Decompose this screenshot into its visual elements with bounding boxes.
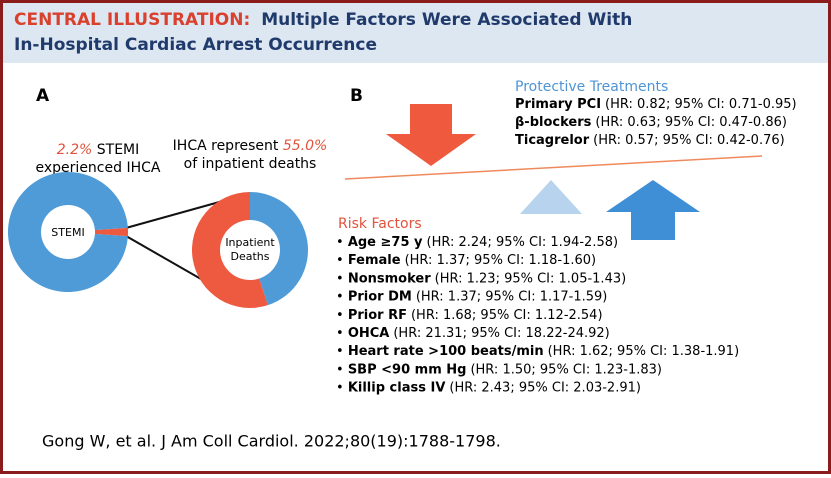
item-stat: (HR: 1.37; 95% CI: 1.18-1.60) — [405, 253, 597, 268]
list-item: • Female (HR: 1.37; 95% CI: 1.18-1.60) — [336, 253, 596, 268]
lists: Primary PCI (HR: 0.82; 95% CI: 0.71-0.95)… — [336, 97, 797, 396]
item-stat: (HR: 0.63; 95% CI: 0.47-0.86) — [595, 115, 787, 130]
donut-slice — [94, 227, 129, 237]
header: CENTRAL ILLUSTRATION: Multiple Factors W… — [14, 10, 632, 30]
item-stat: (HR: 2.24; 95% CI: 1.94-2.58) — [427, 235, 619, 250]
item-stat: (HR: 0.82; 95% CI: 0.71-0.95) — [605, 97, 797, 112]
item-stat: (HR: 0.57; 95% CI: 0.42-0.76) — [593, 133, 785, 148]
bullet: • — [336, 362, 348, 377]
item-name: Ticagrelor — [515, 133, 590, 148]
bullet: • — [336, 380, 348, 395]
item-name: SBP <90 mm Hg — [348, 362, 467, 377]
triangle — [520, 180, 582, 214]
bullet: • — [336, 326, 348, 341]
item-name: Nonsmoker — [348, 271, 431, 286]
stemi-caption: 2.2% STEMI — [57, 142, 140, 158]
header-label: CENTRAL ILLUSTRATION: — [14, 10, 250, 30]
bullet: • — [336, 307, 348, 322]
balance-line — [344, 155, 763, 180]
deaths-caption: IHCA represent 55.0% — [173, 138, 328, 154]
donut-rest — [250, 192, 309, 306]
donut-label: Inpatient — [225, 236, 275, 249]
list-item: • Prior RF (HR: 1.68; 95% CI: 1.12-2.54) — [336, 307, 603, 322]
deaths-text: IHCA represent — [173, 138, 279, 154]
item-stat: (HR: 1.37; 95% CI: 1.17-1.59) — [416, 289, 608, 304]
deaths-caption: of inpatient deaths — [184, 156, 317, 172]
down-arrow — [386, 104, 476, 166]
item-stat: (HR: 21.31; 95% CI: 18.22-24.92) — [393, 326, 609, 341]
item-stat: (HR: 1.62; 95% CI: 1.38-1.91) — [548, 344, 740, 359]
item-name: Prior DM — [348, 289, 412, 304]
item-stat: (HR: 1.68; 95% CI: 1.12-2.54) — [411, 307, 603, 322]
header-title: Multiple Factors Were Associated With — [261, 10, 632, 30]
panel-label: B — [350, 86, 363, 106]
up-arrow — [606, 180, 700, 240]
donut-slice — [192, 192, 268, 308]
list-item: • Age ≥75 y (HR: 2.24; 95% CI: 1.94-2.58) — [336, 235, 618, 250]
stemi-caption: experienced IHCA — [36, 160, 161, 176]
protective-title: Protective Treatments — [515, 79, 668, 95]
item-stat: (HR: 2.43; 95% CI: 2.03-2.91) — [449, 380, 641, 395]
risk-title: Risk Factors — [338, 216, 422, 232]
bullet: • — [336, 344, 348, 359]
donut-label: Deaths — [231, 250, 270, 263]
item-name: Prior RF — [348, 307, 407, 322]
list-item: Ticagrelor (HR: 0.57; 95% CI: 0.42-0.76) — [515, 133, 785, 148]
panel-label: A — [36, 86, 50, 106]
item-name: Primary PCI — [515, 97, 601, 112]
bullet: • — [336, 253, 348, 268]
item-name: Female — [348, 253, 401, 268]
item-name: Heart rate >100 beats/min — [348, 344, 544, 359]
item-name: Age ≥75 y — [348, 235, 423, 250]
list-item: • OHCA (HR: 21.31; 95% CI: 18.22-24.92) — [336, 326, 610, 341]
stemi-pct: 2.2% — [57, 142, 93, 158]
header-title: In-Hospital Cardiac Arrest Occurrence — [14, 35, 377, 55]
citation: Gong W, et al. J Am Coll Cardiol. 2022;8… — [42, 432, 501, 451]
bullet: • — [336, 271, 348, 286]
donuts — [8, 172, 309, 308]
list-item: • Killip class IV (HR: 2.43; 95% CI: 2.03… — [336, 380, 641, 395]
item-name: Killip class IV — [348, 380, 446, 395]
donut-label: STEMI — [51, 226, 84, 239]
list-item: • Prior DM (HR: 1.37; 95% CI: 1.17-1.59) — [336, 289, 607, 304]
page — [3, 3, 828, 471]
bullet: • — [336, 289, 348, 304]
list-item: • Nonsmoker (HR: 1.23; 95% CI: 1.05-1.43) — [336, 271, 626, 286]
list-item: Primary PCI (HR: 0.82; 95% CI: 0.71-0.95) — [515, 97, 797, 112]
donut-rest — [8, 172, 128, 292]
stemi-text: STEMI — [97, 142, 140, 158]
header-bg — [3, 3, 828, 63]
list-item: β-blockers (HR: 0.63; 95% CI: 0.47-0.86) — [515, 115, 787, 130]
list-item: • SBP <90 mm Hg (HR: 1.50; 95% CI: 1.23-1… — [336, 362, 662, 377]
item-name: OHCA — [348, 326, 390, 341]
item-stat: (HR: 1.50; 95% CI: 1.23-1.83) — [470, 362, 662, 377]
item-stat: (HR: 1.23; 95% CI: 1.05-1.43) — [435, 271, 627, 286]
item-name: β-blockers — [515, 115, 592, 130]
list-item: • Heart rate >100 beats/min (HR: 1.62; 95… — [336, 344, 739, 359]
deaths-pct: 55.0% — [283, 138, 327, 154]
bullet: • — [336, 235, 348, 250]
